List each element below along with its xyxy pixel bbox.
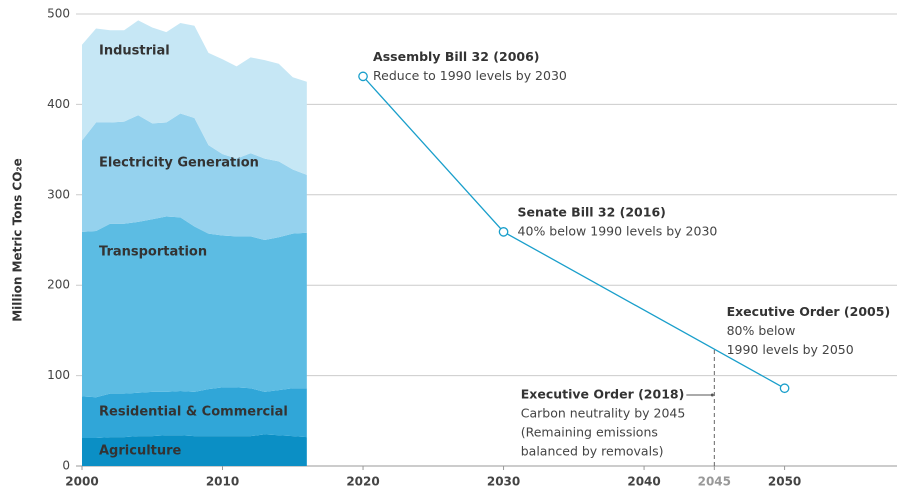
x-tick-label: 2020 xyxy=(346,475,379,489)
target-point xyxy=(779,383,790,394)
connector-dot xyxy=(710,393,714,397)
annotation-title: Senate Bill 32 (2016) xyxy=(518,204,666,219)
x-tick-label: 2050 xyxy=(768,475,801,489)
series-label: Transportation xyxy=(99,245,207,260)
series-label: Agriculture xyxy=(99,444,182,459)
area xyxy=(82,434,307,466)
x-tick-label: 2000 xyxy=(65,475,98,489)
annotation-text: (Remaining emissions xyxy=(521,425,658,440)
y-tick-label: 300 xyxy=(47,187,70,201)
x-tick-label: 2045 xyxy=(698,475,731,489)
y-tick-label: 500 xyxy=(47,7,70,21)
annotation-text: balanced by removals) xyxy=(521,444,664,459)
series-label: Residential & Commercial xyxy=(99,405,288,420)
y-tick-label: 0 xyxy=(62,459,70,473)
series-label: Industrial xyxy=(99,44,170,59)
target-point xyxy=(498,227,509,237)
y-tick-label: 400 xyxy=(47,97,70,111)
y-tick-label: 100 xyxy=(47,368,70,382)
series-label: Electricity Generation xyxy=(99,156,259,171)
area xyxy=(82,216,307,398)
annotation-text: 40% below 1990 levels by 2030 xyxy=(518,223,718,238)
x-tick-label: 2010 xyxy=(206,475,239,489)
annotation-title: Executive Order (2018) xyxy=(521,387,685,402)
area xyxy=(82,387,307,438)
annotation-text: Carbon neutrality by 2045 xyxy=(521,406,686,421)
y-axis-label: Million Metric Tons CO₂e xyxy=(11,158,25,322)
y-tick-label: 200 xyxy=(47,278,70,292)
annotation-text: 80% below xyxy=(727,323,796,338)
area xyxy=(82,20,307,175)
annotation-text: Reduce to 1990 levels by 2030 xyxy=(373,68,567,83)
annotation-title: Executive Order (2005) xyxy=(727,304,891,319)
annotation-text: 1990 levels by 2050 xyxy=(727,342,854,357)
target-point xyxy=(358,71,368,82)
x-tick-label: 2030 xyxy=(487,475,520,489)
x-tick-label: 2040 xyxy=(627,475,660,489)
area xyxy=(82,113,307,240)
annotation-title: Assembly Bill 32 (2006) xyxy=(373,49,540,64)
